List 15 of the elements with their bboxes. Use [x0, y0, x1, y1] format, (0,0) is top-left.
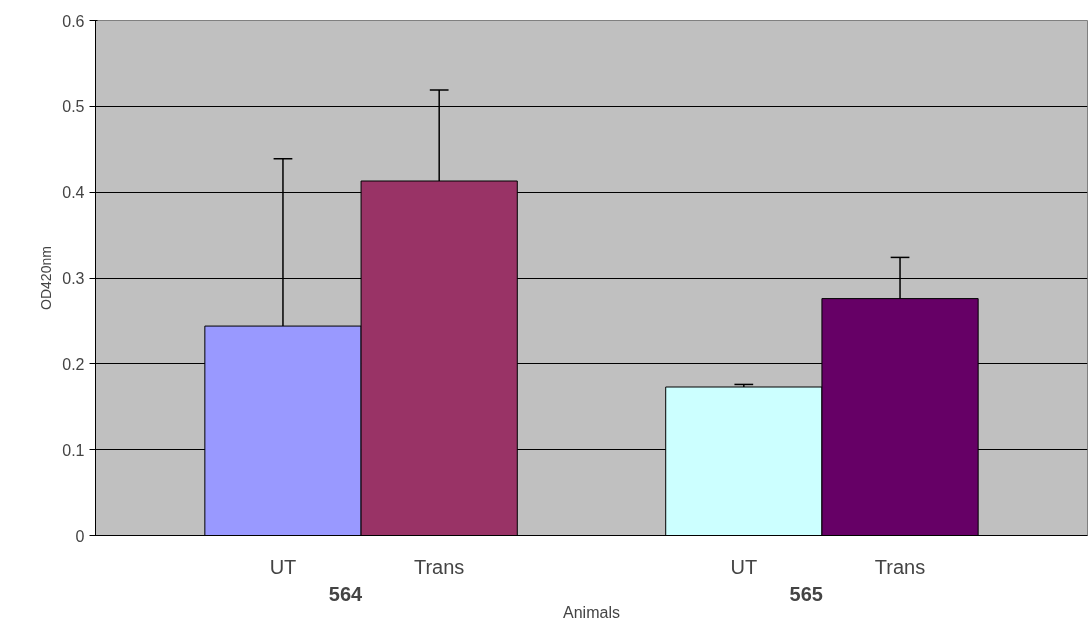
y-axis-title: OD420nm — [38, 246, 55, 310]
text: 565 — [789, 582, 823, 605]
y-tick-label: 0.6 — [62, 12, 85, 30]
text: 564 — [328, 582, 364, 605]
x-tick-label: Trans — [413, 555, 465, 578]
x-tick-label: UT — [269, 555, 297, 578]
x-tick-label: Trans — [874, 555, 926, 578]
x-axis-title: Animals — [563, 603, 620, 621]
y-tick-label: 0.1 — [62, 441, 85, 459]
x-tick-label: UT — [730, 555, 758, 578]
y-tick-label: 0.5 — [62, 98, 85, 116]
y-tick-label: 0.2 — [62, 355, 85, 373]
y-tick-label: 0.4 — [62, 184, 85, 202]
y-tick-label: 0.3 — [62, 270, 85, 287]
y-tick-label: 0 — [75, 527, 85, 545]
